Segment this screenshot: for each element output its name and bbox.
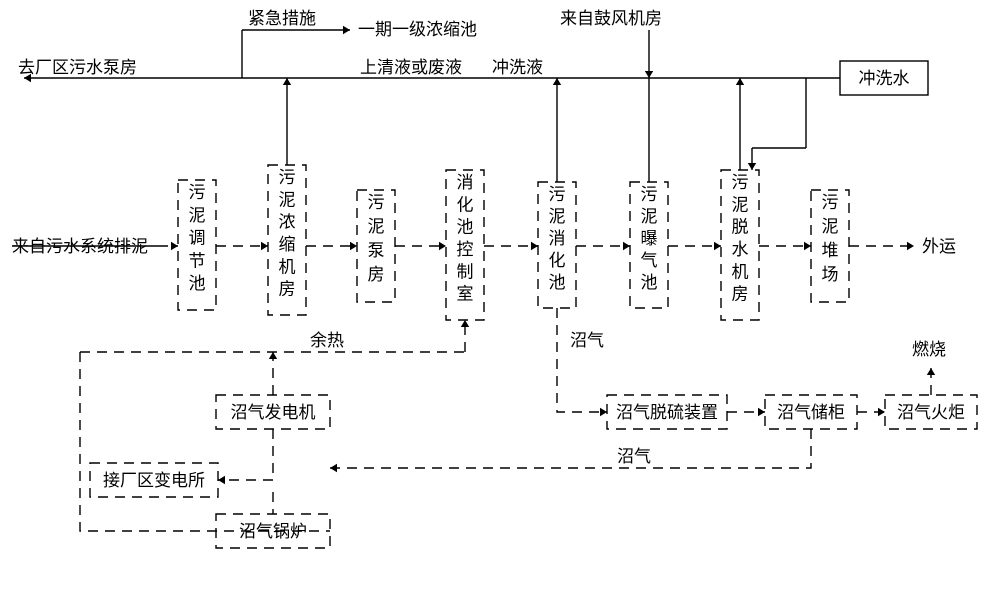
text-l_cpool: 一期一级浓缩池	[358, 20, 477, 39]
text-l_heat: 余热	[310, 331, 344, 350]
text-l_outtop: 去厂区污水泵房	[18, 58, 137, 77]
text-l_liq1: 上清液或废液	[360, 58, 462, 77]
label-torch: 沼气火炬	[897, 403, 965, 422]
text-l_gas1: 沼气	[570, 331, 604, 350]
label-boiler: 沼气锅炉	[239, 522, 307, 541]
diagram: 污泥调节池污泥浓缩机房污泥泵房消化池控制室污泥消化池污泥曝气池污泥脱水机房污泥堆…	[0, 0, 1000, 594]
text-l_out: 外运	[922, 237, 956, 256]
text-l_emerg: 紧急措施	[248, 9, 316, 28]
text-l_liq2: 冲洗液	[492, 58, 543, 77]
label-tank: 沼气储柜	[777, 403, 845, 422]
text-l_blower: 来自鼓风机房	[560, 9, 662, 28]
label-b6: 污泥曝气池	[641, 185, 658, 292]
label-sub: 接厂区变电所	[103, 471, 205, 490]
text-l_burn: 燃烧	[912, 340, 946, 359]
text-l_in: 来自污水系统排泥	[12, 237, 148, 256]
label-b5: 污泥消化池	[549, 185, 566, 292]
label-wash: 冲洗水	[859, 69, 910, 88]
label-b1: 污泥调节池	[189, 183, 206, 293]
label-gen: 沼气发电机	[231, 403, 316, 422]
label-desulf: 沼气脱硫装置	[616, 403, 718, 422]
text-l_gas2: 沼气	[617, 447, 651, 466]
